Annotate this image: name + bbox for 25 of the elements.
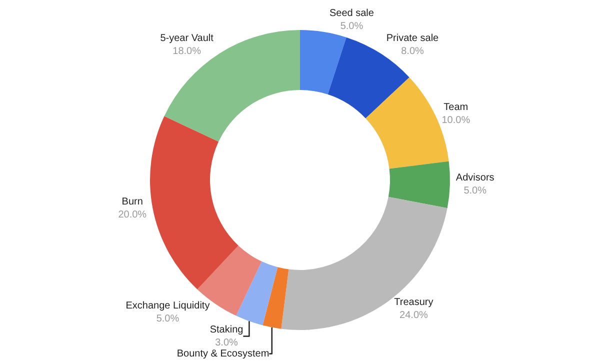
slice-label: 5-year Vault: [160, 32, 214, 44]
data-label: 18.0%: [172, 46, 202, 57]
data-label: 24.0%: [400, 310, 428, 322]
data-label: 20.0%: [118, 210, 147, 221]
donut-slice: [236, 261, 278, 326]
donut-slice: [388, 161, 450, 208]
slice-label: Staking: [210, 324, 244, 336]
data-label: 3.0%: [215, 337, 238, 348]
slice-label: Advisors: [456, 172, 494, 184]
donut-slice: [281, 196, 448, 330]
slice-label: Private sale: [386, 32, 440, 44]
slice-label: Burn: [122, 196, 143, 208]
donut-slice: [300, 30, 346, 94]
data-label: 5.0%: [340, 21, 364, 32]
data-label: 5.0%: [464, 186, 487, 197]
donut-slice: [262, 267, 289, 329]
data-label: 10.0%: [442, 114, 470, 126]
slice-label: Seed sale: [329, 8, 374, 20]
data-label: 8.0%: [401, 46, 424, 57]
slice-label: Treasury: [394, 297, 434, 308]
slice-label: Team: [444, 102, 468, 113]
slice-label: Bounty & Ecosystem: [176, 348, 270, 360]
data-label: 5.0%: [156, 313, 180, 324]
slice-label: Exchange Liquidity: [126, 300, 210, 312]
donut-slice: [150, 116, 238, 290]
